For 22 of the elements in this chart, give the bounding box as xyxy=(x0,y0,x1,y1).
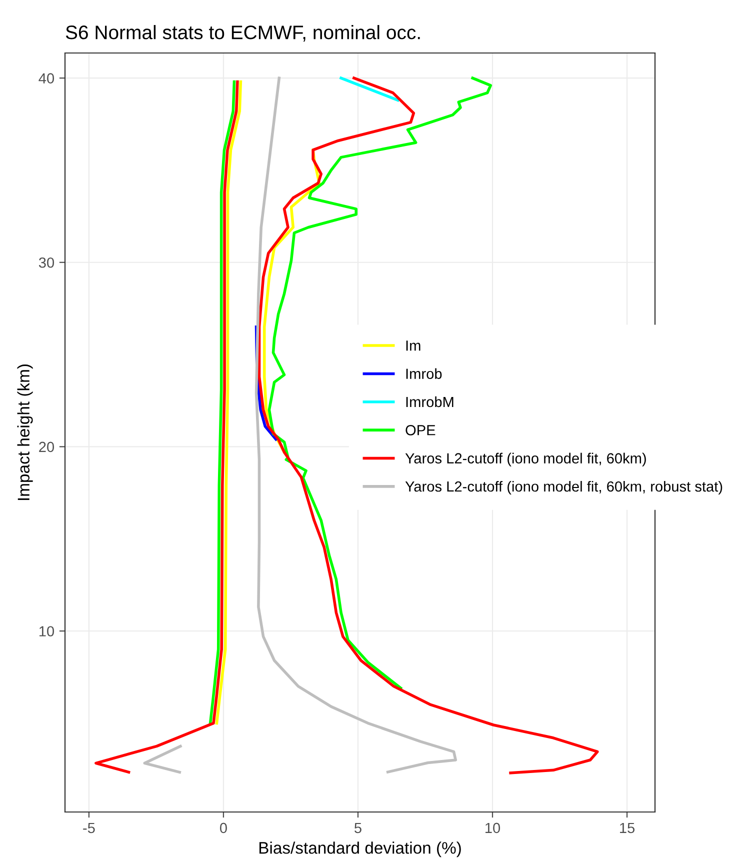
x-tick-label: 5 xyxy=(354,822,362,834)
x-tick-label: 10 xyxy=(486,822,500,834)
y-axis-title: Impact height (km) xyxy=(17,364,33,500)
y-tick-label: 10 xyxy=(39,626,54,636)
line-series xyxy=(258,76,599,774)
y-tick-label: 20 xyxy=(39,442,54,452)
line-series xyxy=(94,80,239,774)
y-tick-label: 40 xyxy=(38,73,54,84)
legend-label: Im xyxy=(406,340,420,351)
line-series xyxy=(215,80,242,725)
legend-label: Yaros L2-cutoff (iono model fit, 60km) xyxy=(405,452,646,466)
legend-label: Imrob xyxy=(406,368,442,379)
x-tick-label: 0 xyxy=(220,822,227,834)
x-tick-label: 15 xyxy=(620,822,635,834)
x-axis-title: Bias/standard deviation (%) xyxy=(259,842,461,858)
x-tick-label: -5 xyxy=(83,822,95,834)
y-tick-label: 30 xyxy=(38,257,54,268)
chart-title: S6 Normal stats to ECMWF, nominal occ. xyxy=(66,25,420,42)
legend-label: Yaros L2-cutoff (iono model fit, 60km, robust stat) xyxy=(405,480,722,495)
legend-label: OPE xyxy=(406,424,436,436)
legend-label: ImrobM xyxy=(406,396,454,408)
line-series xyxy=(208,80,236,725)
